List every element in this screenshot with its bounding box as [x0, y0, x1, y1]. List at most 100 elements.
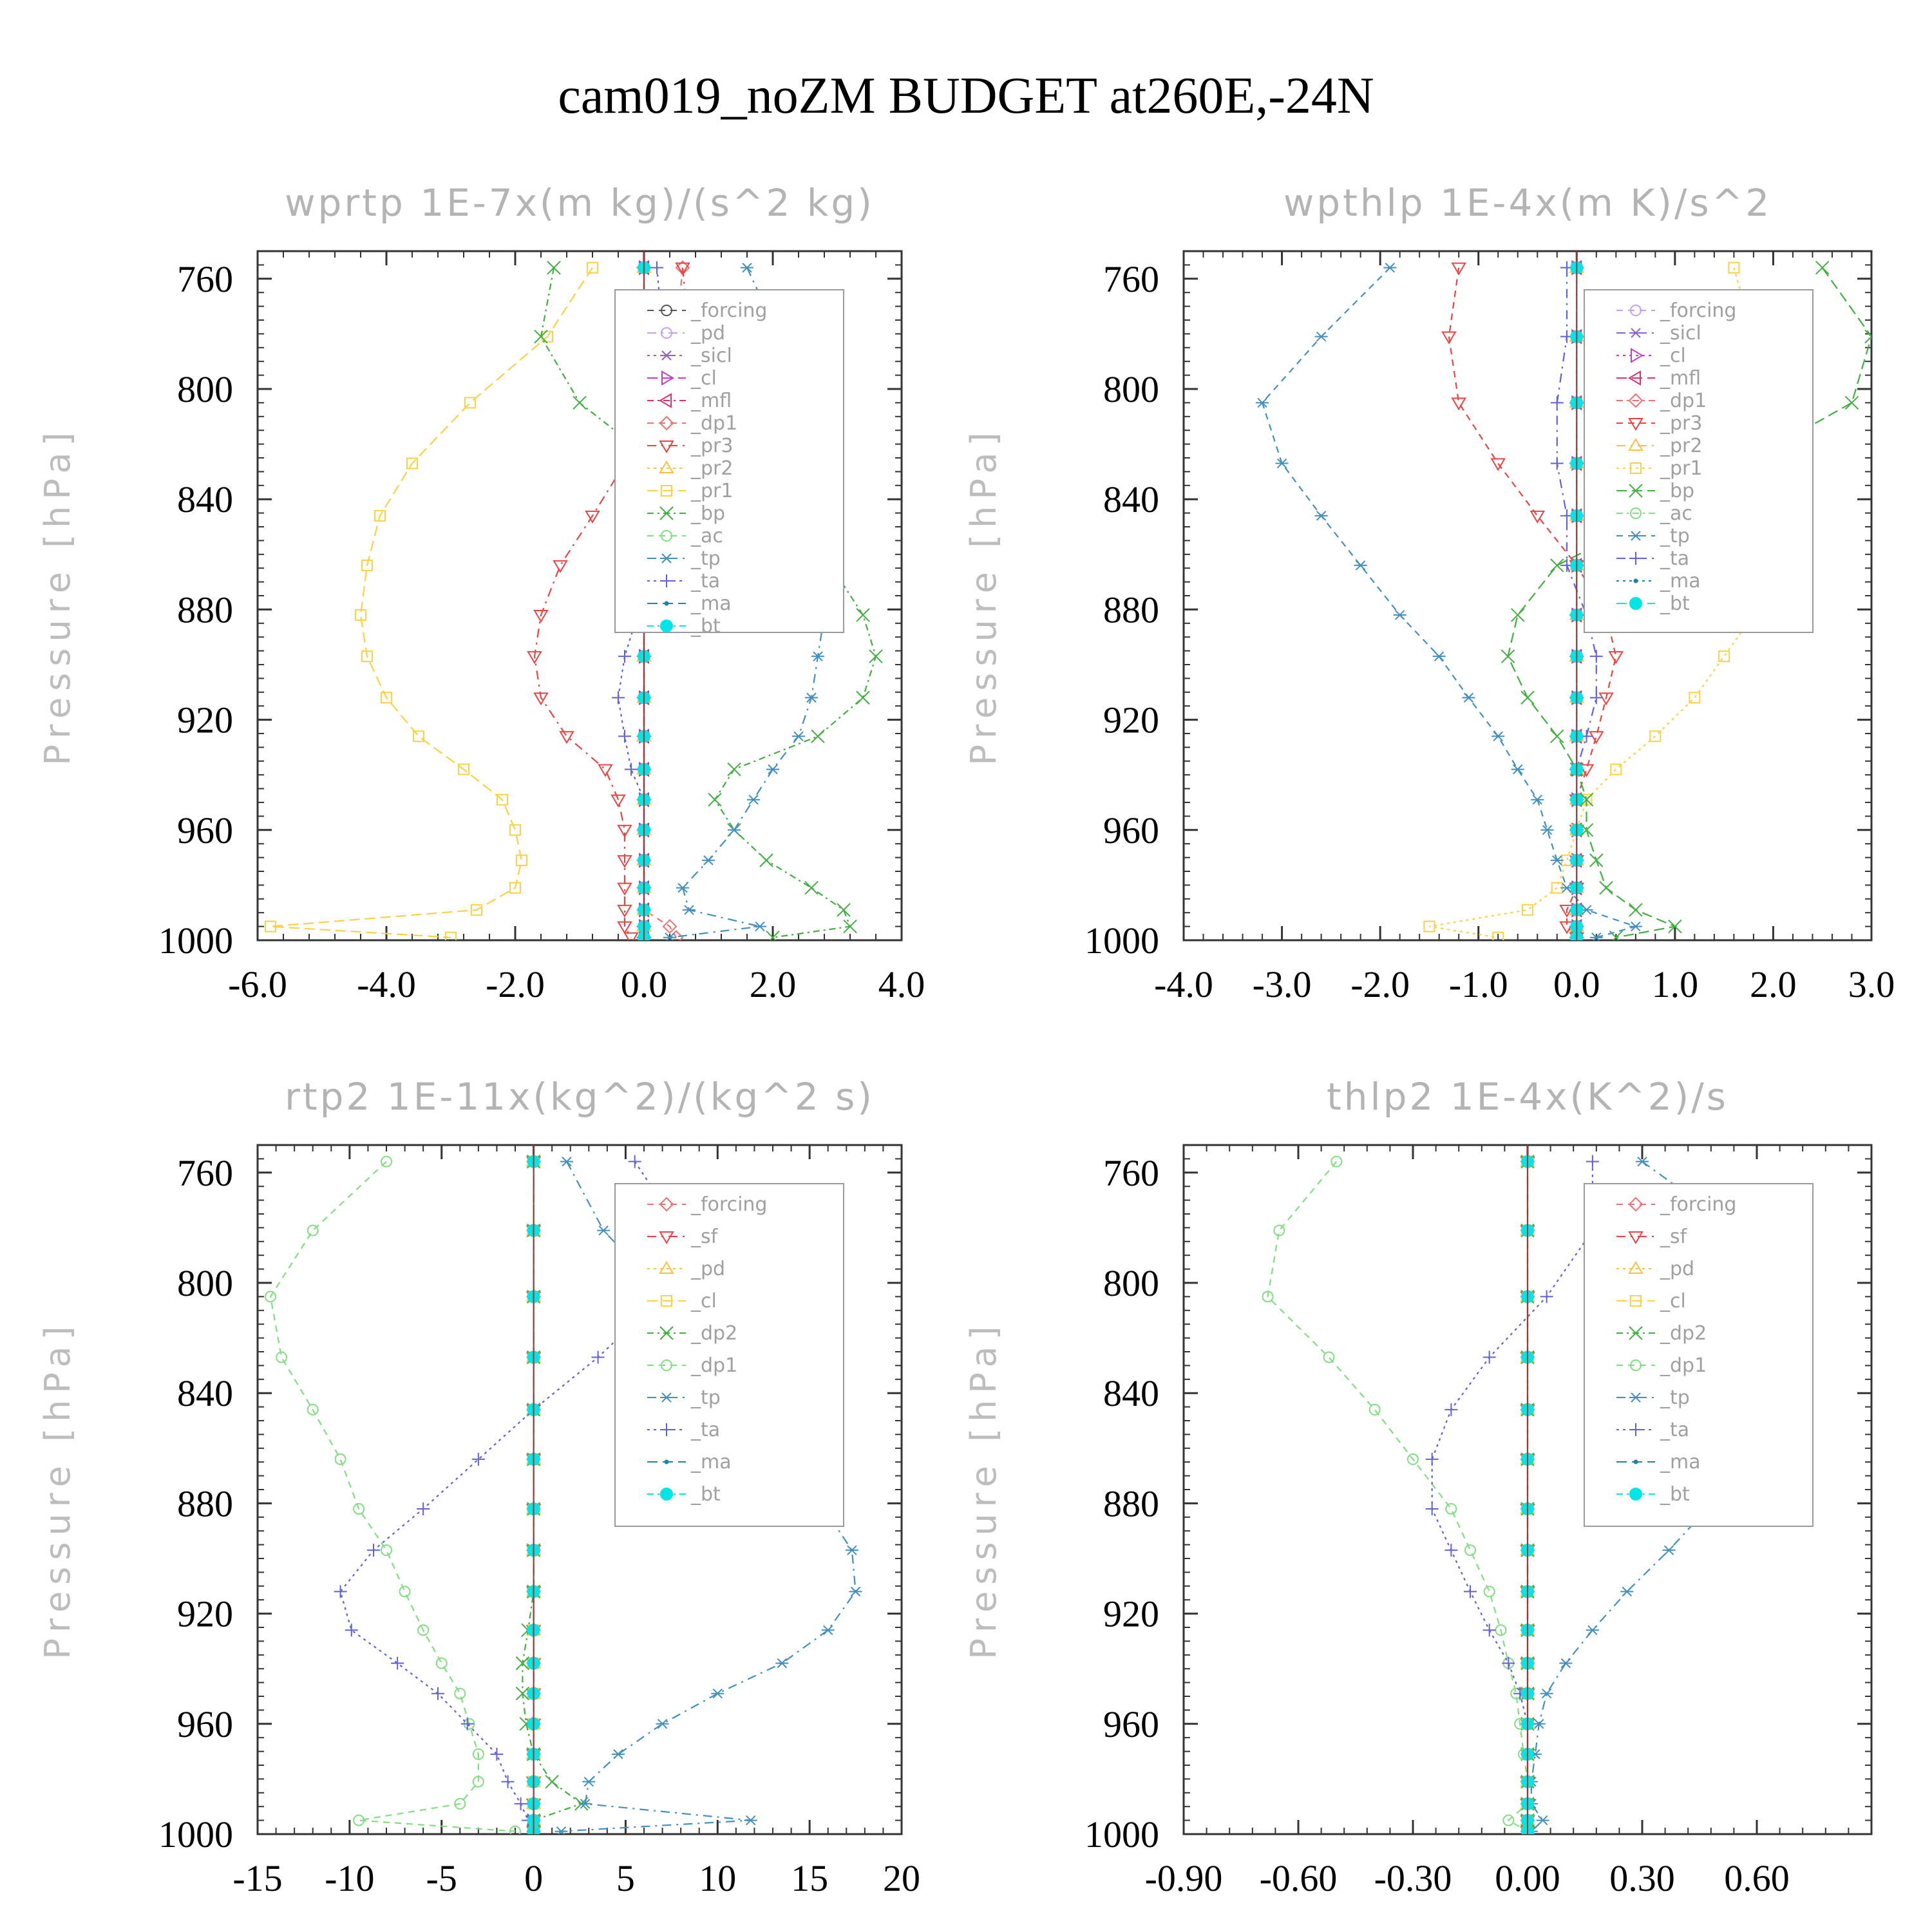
panel-title: wpthlp 1E-4x(m K)/s^2 [1283, 181, 1772, 225]
data-point [1530, 510, 1546, 524]
data-point [1629, 903, 1643, 917]
data-point [650, 261, 663, 274]
y-tick-label: 800 [1103, 1262, 1159, 1304]
x-tick-label: 3.0 [1848, 963, 1895, 1005]
legend-marker [661, 1295, 672, 1307]
data-point [1501, 649, 1515, 663]
y-tick-label: 800 [1103, 368, 1159, 410]
legend-marker [659, 393, 672, 408]
legend-marker [1629, 552, 1642, 565]
legend-marker [660, 1488, 673, 1501]
legend-label: _sicl [690, 345, 732, 367]
data-point [391, 1656, 404, 1670]
data-point [804, 880, 819, 895]
x-tick-label: 2.0 [1750, 963, 1797, 1005]
legend-marker [1628, 370, 1641, 386]
data-point [1314, 511, 1328, 521]
legend-label: _ma [1660, 1451, 1701, 1473]
data-point [1502, 1656, 1515, 1670]
data-point [307, 1403, 319, 1416]
legend-marker [661, 305, 672, 316]
legend-marker [1629, 328, 1642, 338]
data-point [345, 1624, 358, 1637]
data-point [805, 692, 818, 703]
data-point [361, 650, 373, 663]
legend: _forcing_pd_sicl_cl_mfl_dp1_pr3_pr2_pr1_… [614, 289, 844, 638]
x-tick-label: -3.0 [1253, 963, 1312, 1005]
data-point [837, 903, 851, 917]
y-tick-label: 880 [177, 589, 233, 630]
legend-label: _cl [1660, 345, 1686, 367]
data-point [1649, 730, 1662, 743]
data-point [1550, 729, 1564, 743]
data-point [454, 1687, 466, 1700]
data-point [1598, 692, 1614, 706]
legend-marker [664, 601, 669, 606]
x-tick-label: 0.30 [1609, 1857, 1675, 1899]
data-point [1599, 880, 1613, 895]
y-tick-label: 760 [177, 1152, 233, 1194]
legend-label: _forcing [1660, 1193, 1736, 1216]
legend-marker [659, 440, 674, 453]
y-tick-label: 880 [1103, 1482, 1159, 1524]
legend-label: _ma [1660, 570, 1701, 592]
data-point [1275, 458, 1289, 469]
y-tick-label: 800 [177, 368, 233, 410]
x-tick-label: 2.0 [750, 963, 797, 1005]
series-line-dp2 [522, 1161, 583, 1832]
y-tick-label: 880 [177, 1482, 233, 1524]
data-point [1531, 795, 1544, 805]
data-point [849, 1586, 862, 1597]
legend-marker [1629, 484, 1643, 498]
y-tick-label: 760 [1103, 258, 1159, 300]
legend-label: _mfl [1660, 367, 1701, 390]
data-point [1629, 921, 1642, 932]
legend-label: _pd [1660, 1258, 1694, 1280]
data-point [527, 651, 542, 665]
data-point [1483, 1586, 1495, 1598]
legend-label: _pd [690, 322, 725, 345]
data-point [1462, 692, 1475, 703]
data-point [856, 608, 870, 622]
data-point [741, 262, 753, 273]
data-point [759, 853, 773, 867]
x-tick-label: -0.60 [1260, 1857, 1338, 1899]
y-tick-label: 1000 [1084, 1814, 1159, 1855]
data-point [509, 824, 521, 836]
panel-4: thlp2 1E-4x(K^2)/s Pressure [hPa] 760 800 84… [963, 1075, 1873, 1899]
data-point [417, 1502, 430, 1515]
legend-label: _pr2 [690, 457, 733, 480]
legend-label: _dp1 [690, 412, 737, 435]
data-point [497, 793, 508, 806]
data-point [1423, 920, 1435, 933]
legend-label: _pr3 [690, 435, 733, 457]
series-line-pr1 [270, 267, 593, 938]
legend-marker [1631, 348, 1643, 363]
data-point [374, 509, 386, 522]
data-point [515, 1687, 530, 1701]
data-point [1586, 1155, 1599, 1168]
series-line-dp1 [269, 1160, 516, 1832]
data-point [406, 457, 418, 469]
legend-box [1584, 289, 1814, 633]
legend-marker [659, 460, 674, 473]
data-point [1586, 1625, 1599, 1635]
data-point [1451, 397, 1466, 411]
data-point [727, 762, 741, 777]
data-point [1589, 853, 1604, 867]
data-point [1432, 651, 1446, 661]
legend-marker [659, 1231, 674, 1244]
legend-marker [661, 485, 672, 497]
data-point [1815, 260, 1830, 275]
y-tick-label: 920 [1103, 699, 1159, 741]
legend-label: _forcing [1660, 299, 1736, 322]
data-point [611, 794, 626, 808]
data-point [265, 1291, 276, 1303]
legend-marker [1630, 507, 1642, 519]
data-point [617, 882, 632, 896]
data-point [353, 1502, 365, 1515]
legend-marker [659, 1261, 674, 1274]
data-point [744, 1815, 757, 1826]
legend-marker [1630, 1359, 1642, 1371]
x-tick-label: -5 [426, 1857, 457, 1899]
